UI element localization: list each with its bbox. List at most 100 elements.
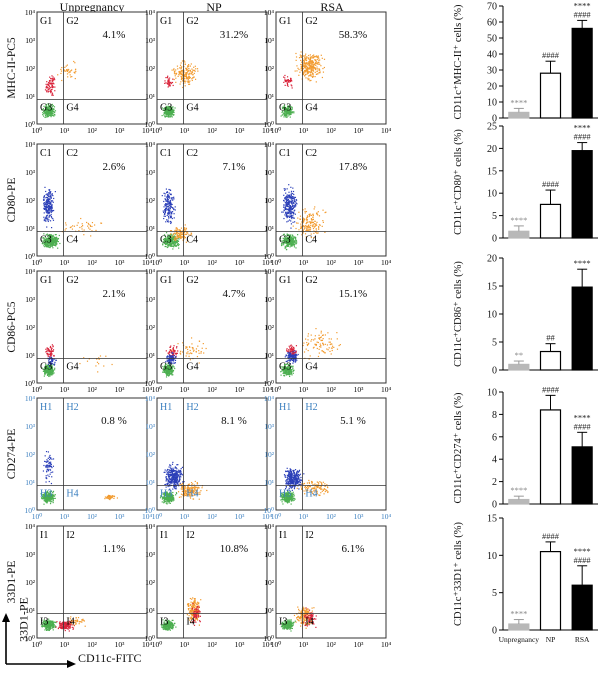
event-dot [307,69,308,70]
event-dot [166,375,167,376]
flow-row-ylabel: MHC-II-PC5 [6,37,18,99]
event-dot [288,220,289,221]
flow-xtick: 10³ [115,512,126,521]
event-dot [333,347,334,348]
event-dot [54,359,55,360]
event-dot [301,227,302,228]
event-dot [306,65,307,66]
event-dot [186,355,187,356]
event-dot [310,75,311,76]
event-dot [332,346,333,347]
event-dot [305,208,306,209]
event-dot [315,56,316,57]
event-dot [53,115,54,116]
event-dot [284,214,285,215]
event-dot [317,70,318,71]
event-dot [311,222,312,223]
event-dot [307,217,308,218]
event-dot [164,80,165,81]
event-dot [47,354,48,355]
event-dot [46,478,47,479]
event-dot [50,501,51,502]
event-dot [315,68,316,69]
event-dot [92,222,93,223]
event-dot [289,346,290,347]
event-dot [173,347,174,348]
event-dot [327,332,328,333]
event-dot [49,199,50,200]
event-dot [178,76,179,77]
event-dot [168,206,169,207]
event-dot [45,209,46,210]
event-dot [288,184,289,185]
flow-xtick: 10⁰ [32,512,43,521]
event-dot [45,219,46,220]
event-dot [295,354,296,355]
event-dot [292,217,293,218]
event-dot [288,114,289,115]
event-dot [50,202,51,203]
event-dot [67,76,68,77]
event-dot [162,115,163,116]
event-dot [48,221,49,222]
event-dot [166,376,167,377]
event-dot [53,345,54,346]
event-dot [322,220,323,221]
event-dot [47,474,48,475]
event-dot [56,237,57,238]
flow-ytick: 10⁴ [145,8,156,17]
event-dot [171,213,172,214]
event-dot [167,76,168,77]
event-dot [173,245,174,246]
event-dot [329,338,330,339]
event-dot [186,228,187,229]
flow-ytick: 10¹ [264,351,274,360]
event-dot [303,229,304,230]
event-dot [168,199,169,200]
event-dot [322,68,323,69]
event-dot [307,71,308,72]
event-dot [174,73,175,74]
flow-ytick: 10⁴ [264,140,275,149]
event-dot [200,353,201,354]
event-dot [169,82,170,83]
event-dot [290,80,291,81]
event-dot [46,84,47,85]
event-dot [185,76,186,77]
event-dot [294,355,295,356]
event-dot [171,222,172,223]
event-dot [317,232,318,233]
event-dot [181,234,182,235]
event-dot [48,356,49,357]
event-dot [292,211,293,212]
event-dot [301,55,302,56]
event-dot [191,353,192,354]
flow-xtick: 10¹ [60,512,70,521]
flow-xtick: 10² [326,126,337,135]
flow-panel-frame [157,398,267,510]
event-dot [170,189,171,190]
event-dot [294,241,295,242]
event-dot [315,59,316,60]
event-dot [49,456,50,457]
event-dot [54,238,55,239]
event-dot [284,77,285,78]
flow-row-ylabel: CD80-PE [6,178,18,223]
event-dot [53,349,54,350]
event-dot [191,343,192,344]
flow-ytick: 10³ [145,36,156,45]
event-dot [307,64,308,65]
event-dot [318,335,319,336]
event-dot [186,232,187,233]
event-dot [48,451,49,452]
event-dot [181,66,182,67]
event-dot [316,213,317,214]
event-dot [296,355,297,356]
event-dot [167,353,168,354]
event-dot [319,346,320,347]
event-dot [291,243,292,244]
event-dot [50,356,51,357]
event-dot [301,70,302,71]
event-dot [165,82,166,83]
